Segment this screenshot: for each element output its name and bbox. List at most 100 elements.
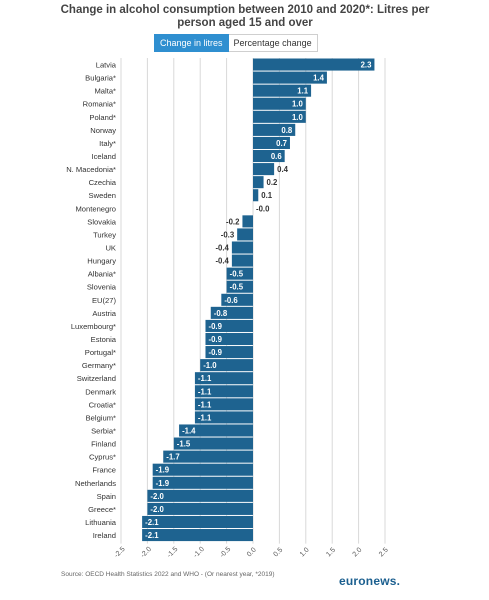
category-label: Czechia — [89, 178, 117, 187]
value-label: -1.1 — [198, 387, 212, 396]
value-label: -1.7 — [166, 453, 179, 462]
euronews-logo[interactable]: euronews. — [339, 574, 400, 588]
category-label: Switzerland — [77, 374, 116, 383]
category-label: N. Macedonia* — [66, 165, 116, 174]
category-label: Greece* — [88, 505, 116, 514]
category-label: Sweden — [89, 191, 116, 200]
bar — [205, 319, 253, 332]
bar — [226, 267, 253, 280]
source-note: Source: OECD Health Statistics 2022 and … — [61, 571, 275, 578]
bar — [173, 437, 253, 450]
bar — [205, 346, 253, 359]
value-label: 0.8 — [281, 126, 293, 135]
category-label: Slovenia — [87, 283, 117, 292]
category-label: Croatia* — [89, 400, 116, 409]
category-label: Turkey — [93, 230, 116, 239]
category-label: Lithuania — [85, 518, 117, 527]
view-toggle: Change in litres Percentage change — [154, 34, 318, 52]
bar — [231, 241, 253, 254]
logo-text: euronews — [339, 574, 397, 588]
category-label: Netherlands — [75, 479, 116, 488]
tick-label: -2.0 — [140, 546, 154, 560]
value-label: -0.6 — [224, 296, 238, 305]
tick-label: 2.0 — [352, 547, 364, 559]
tick-label: 1.5 — [325, 547, 337, 559]
value-label: -0.3 — [221, 230, 235, 239]
value-label: -0.9 — [208, 348, 222, 357]
bar — [210, 306, 253, 319]
value-label: 1.0 — [292, 100, 304, 109]
category-label: Estonia — [91, 335, 117, 344]
bar — [194, 372, 253, 385]
value-label: -0.5 — [230, 270, 244, 279]
category-label: Belgium* — [86, 413, 116, 422]
tick-label: 0.5 — [272, 547, 284, 559]
bar — [194, 398, 253, 411]
category-label: Cyprus* — [89, 453, 116, 462]
bar — [253, 58, 375, 71]
value-label: -1.4 — [182, 426, 196, 435]
value-label: 1.0 — [292, 113, 304, 122]
value-label: -0.4 — [215, 244, 229, 253]
tick-label: 0.0 — [246, 547, 258, 559]
category-label: UK — [105, 244, 116, 253]
category-label: Finland — [91, 440, 116, 449]
value-label: -0.8 — [214, 309, 228, 318]
bar — [200, 359, 253, 372]
category-label: France — [92, 466, 116, 475]
value-label: 0.1 — [261, 191, 273, 200]
value-label: -0.2 — [226, 217, 240, 226]
category-label: EU(27) — [92, 296, 117, 305]
bar — [253, 123, 296, 136]
value-label: -2.0 — [150, 505, 164, 514]
category-label: Latvia — [96, 61, 117, 70]
value-label: -1.5 — [177, 440, 191, 449]
bar — [147, 489, 253, 502]
category-label: Norway — [90, 126, 116, 135]
bar — [179, 424, 253, 437]
bar — [242, 215, 253, 228]
value-label: -0.9 — [208, 335, 222, 344]
bar — [231, 254, 253, 267]
category-label: Montenegro — [75, 204, 116, 213]
category-label: Portugal* — [85, 348, 116, 357]
value-label: 1.4 — [313, 74, 325, 83]
percentage-change-tab[interactable]: Percentage change — [228, 34, 318, 52]
category-label: Slovakia — [87, 217, 116, 226]
bar — [152, 463, 253, 476]
value-label: -0.0 — [256, 204, 270, 213]
bar — [142, 529, 253, 542]
value-label: 0.4 — [277, 165, 289, 174]
bar — [253, 97, 306, 110]
category-label: Italy* — [99, 139, 116, 148]
bar — [205, 332, 253, 346]
value-label: 0.7 — [276, 139, 287, 148]
bar — [253, 176, 264, 189]
category-label: Ireland — [93, 531, 116, 540]
value-label: -1.9 — [156, 466, 170, 475]
category-label: Serbia* — [91, 426, 116, 435]
chart-title-line2: person aged 15 and over — [177, 17, 313, 29]
value-label: 2.3 — [361, 61, 373, 70]
change-in-litres-tab[interactable]: Change in litres — [154, 34, 229, 52]
category-label: Malta* — [94, 87, 116, 96]
category-label: Romania* — [83, 100, 116, 109]
value-label: 0.6 — [271, 152, 283, 161]
chart-title: Change in alcohol consumption between 20… — [40, 4, 450, 30]
bar — [253, 84, 312, 97]
category-label: Denmark — [85, 387, 116, 396]
value-label: -1.9 — [156, 479, 170, 488]
category-label: Albania* — [88, 270, 116, 279]
value-label: -2.1 — [145, 531, 159, 540]
value-label: -1.0 — [203, 361, 217, 370]
bar — [152, 476, 253, 489]
bar — [253, 136, 290, 149]
tick-label: -1.0 — [192, 546, 206, 560]
category-label: Iceland — [92, 152, 117, 161]
value-label: -2.1 — [145, 518, 159, 527]
value-label: -1.1 — [198, 374, 212, 383]
value-label: -0.9 — [208, 322, 222, 331]
chart-title-line1: Change in alcohol consumption between 20… — [60, 4, 430, 16]
category-label: Hungary — [87, 257, 116, 266]
